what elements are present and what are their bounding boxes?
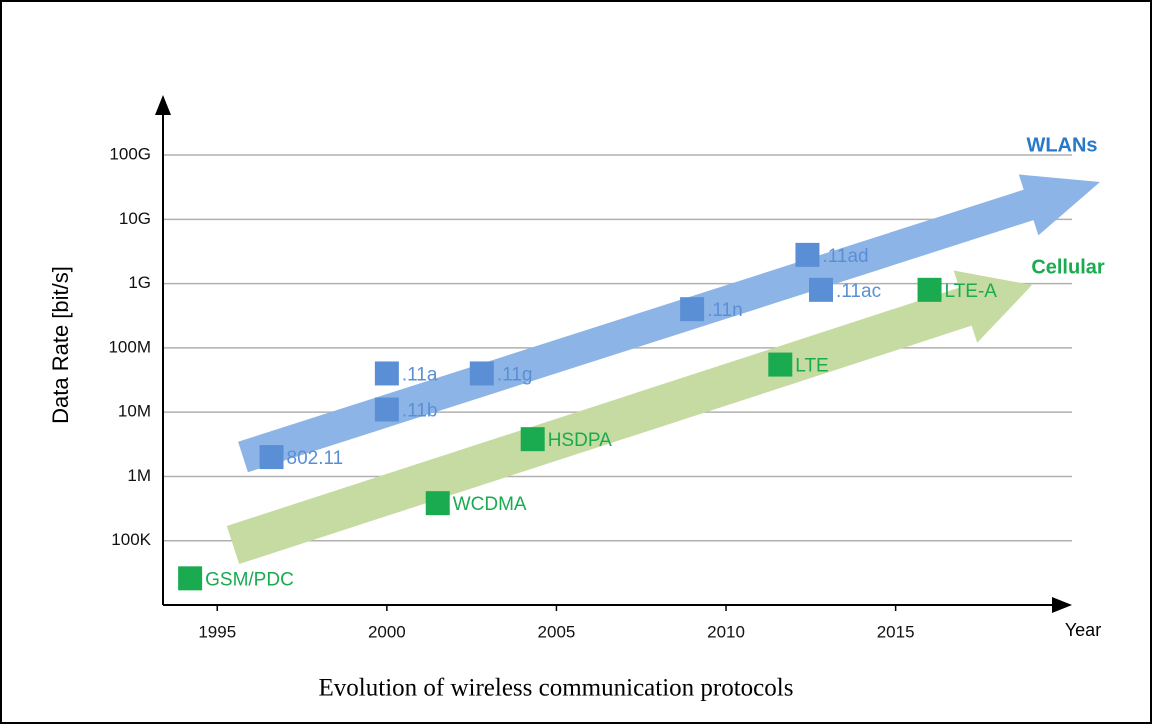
data-point: [768, 352, 793, 377]
trend-arrow: [238, 174, 1100, 473]
data-point: [374, 397, 399, 422]
y-tick-label: 10M: [118, 402, 151, 421]
y-tick-label: 1M: [127, 466, 151, 485]
data-point: [917, 277, 942, 302]
x-tick-label: 2015: [877, 622, 915, 641]
x-tick-label: 2000: [368, 622, 406, 641]
point-label: 802.11: [287, 448, 344, 469]
point-label: WCDMA: [453, 494, 527, 515]
y-tick-label: 100G: [109, 145, 151, 164]
x-axis-label: Year: [1065, 620, 1101, 640]
point-label: .11n: [707, 300, 743, 321]
y-axis-label: Data Rate [bit/s]: [48, 266, 73, 424]
y-tick-label: 100K: [111, 530, 151, 549]
x-tick-label: 2010: [707, 622, 745, 641]
point-label: .11ac: [836, 281, 881, 302]
data-point: [259, 445, 284, 470]
point-label: GSM/PDC: [205, 569, 294, 590]
caption: Evolution of wireless communication prot…: [319, 675, 794, 702]
x-tick-label: 1995: [198, 622, 236, 641]
point-label: .11ad: [822, 246, 868, 267]
point-label: .11a: [402, 364, 438, 385]
point-label: .11b: [402, 401, 438, 422]
point-label: LTE-A: [945, 281, 998, 302]
data-point: [795, 242, 820, 267]
data-point: [680, 297, 705, 322]
data-point: [520, 427, 545, 452]
series-label: WLANs: [1026, 134, 1097, 156]
data-point: [425, 491, 450, 516]
data-point: [178, 566, 203, 591]
point-label: LTE: [795, 356, 828, 377]
y-tick-label: 10G: [119, 209, 151, 228]
trend-arrow: [226, 270, 1032, 565]
data-point: [374, 361, 399, 386]
y-tick-label: 100M: [108, 337, 151, 356]
x-tick-label: 2005: [538, 622, 576, 641]
point-label: HSDPA: [548, 430, 612, 451]
y-tick-label: 1G: [128, 273, 151, 292]
data-point: [469, 361, 494, 386]
point-label: .11g: [497, 364, 533, 385]
data-point: [809, 277, 834, 302]
series-label: Cellular: [1031, 256, 1105, 278]
